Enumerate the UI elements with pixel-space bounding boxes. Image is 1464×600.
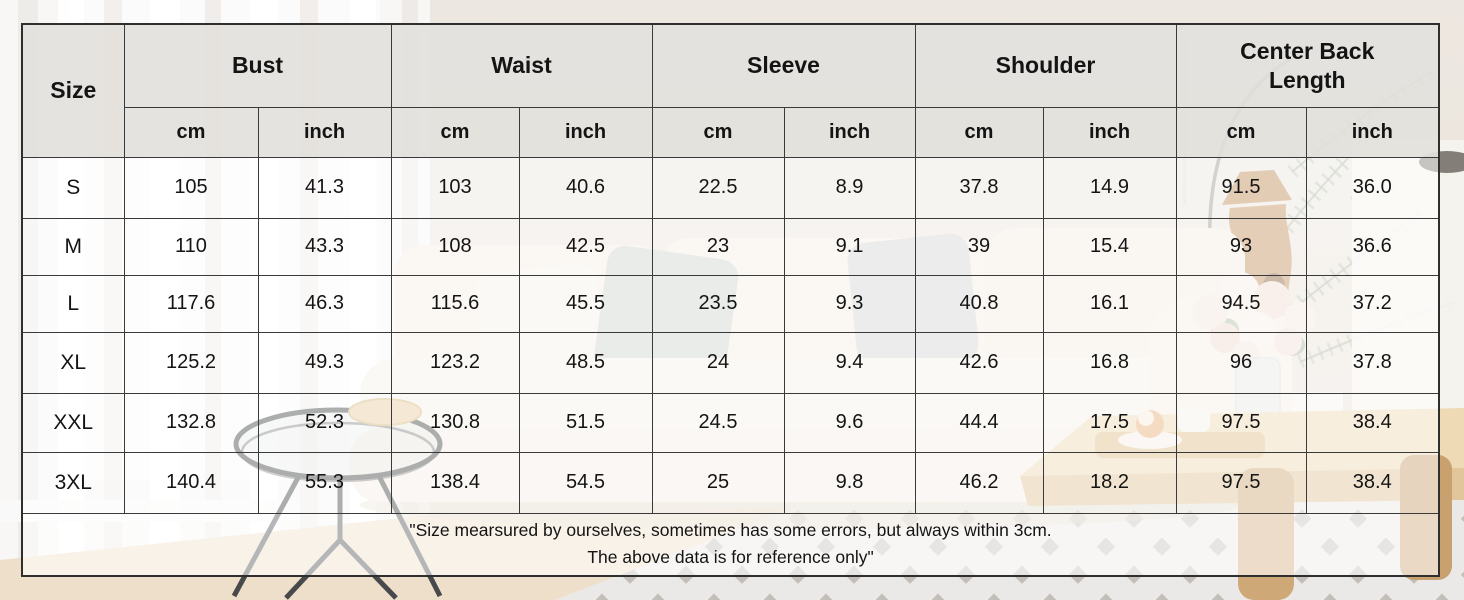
size-cell: M: [21, 217, 125, 276]
size-row-m: M 110 43.3 108 42.5 23 9.1 39 15.4 93 36…: [21, 217, 1440, 276]
size-row-s: S 105 41.3 103 40.6 22.5 8.9 37.8 14.9 9…: [21, 156, 1440, 219]
size-cell: 3XL: [21, 451, 125, 514]
value-cell: 17.5: [1042, 392, 1177, 453]
value-cell: 46.3: [257, 274, 392, 333]
value-cell: 93: [1175, 217, 1307, 276]
value-cell: 44.4: [914, 392, 1044, 453]
group-header-shoulder: Shoulder: [914, 23, 1177, 108]
size-cell: XXL: [21, 392, 125, 453]
value-cell: 110: [123, 217, 259, 276]
value-cell: 9.4: [783, 331, 916, 394]
size-row-xl: XL 125.2 49.3 123.2 48.5 24 9.4 42.6 16.…: [21, 331, 1440, 394]
value-cell: 48.5: [518, 331, 653, 394]
size-cell: S: [21, 156, 125, 219]
value-cell: 41.3: [257, 156, 392, 219]
value-cell: 18.2: [1042, 451, 1177, 514]
value-cell: 22.5: [651, 156, 785, 219]
unit-header-cm: cm: [914, 106, 1044, 158]
value-cell: 9.1: [783, 217, 916, 276]
footnote-line-1: "Size mearsured by ourselves, sometimes …: [409, 520, 1052, 541]
value-cell: 15.4: [1042, 217, 1177, 276]
unit-header-inch: inch: [1042, 106, 1177, 158]
value-cell: 38.4: [1305, 451, 1440, 514]
value-cell: 54.5: [518, 451, 653, 514]
value-cell: 46.2: [914, 451, 1044, 514]
unit-header-cm: cm: [123, 106, 259, 158]
value-cell: 130.8: [390, 392, 520, 453]
value-cell: 55.3: [257, 451, 392, 514]
value-cell: 36.0: [1305, 156, 1440, 219]
value-cell: 16.1: [1042, 274, 1177, 333]
value-cell: 115.6: [390, 274, 520, 333]
value-cell: 9.8: [783, 451, 916, 514]
value-cell: 9.6: [783, 392, 916, 453]
value-cell: 97.5: [1175, 451, 1307, 514]
value-cell: 40.8: [914, 274, 1044, 333]
value-cell: 42.6: [914, 331, 1044, 394]
value-cell: 94.5: [1175, 274, 1307, 333]
value-cell: 42.5: [518, 217, 653, 276]
value-cell: 40.6: [518, 156, 653, 219]
group-header-bust: Bust: [123, 23, 392, 108]
size-row-3xl: 3XL 140.4 55.3 138.4 54.5 25 9.8 46.2 18…: [21, 451, 1440, 514]
size-chart-table: Size Bust Waist Sleeve Shoulder Center B…: [21, 23, 1441, 577]
value-cell: 36.6: [1305, 217, 1440, 276]
value-cell: 125.2: [123, 331, 259, 394]
value-cell: 140.4: [123, 451, 259, 514]
value-cell: 49.3: [257, 331, 392, 394]
value-cell: 24: [651, 331, 785, 394]
value-cell: 97.5: [1175, 392, 1307, 453]
value-cell: 43.3: [257, 217, 392, 276]
value-cell: 24.5: [651, 392, 785, 453]
footnote-row: "Size mearsured by ourselves, sometimes …: [21, 512, 1440, 577]
value-cell: 103: [390, 156, 520, 219]
size-column-header: Size: [21, 23, 125, 158]
value-cell: 37.2: [1305, 274, 1440, 333]
footnote: "Size mearsured by ourselves, sometimes …: [21, 512, 1440, 577]
value-cell: 25: [651, 451, 785, 514]
value-cell: 37.8: [1305, 331, 1440, 394]
group-header-sleeve: Sleeve: [651, 23, 916, 108]
value-cell: 39: [914, 217, 1044, 276]
value-cell: 8.9: [783, 156, 916, 219]
group-header-waist: Waist: [390, 23, 653, 108]
size-row-xxl: XXL 132.8 52.3 130.8 51.5 24.5 9.6 44.4 …: [21, 392, 1440, 453]
footnote-line-2: The above data is for reference only": [587, 547, 874, 568]
size-cell: XL: [21, 331, 125, 394]
value-cell: 117.6: [123, 274, 259, 333]
unit-header-inch: inch: [1305, 106, 1440, 158]
value-cell: 38.4: [1305, 392, 1440, 453]
value-cell: 9.3: [783, 274, 916, 333]
value-cell: 23.5: [651, 274, 785, 333]
value-cell: 96: [1175, 331, 1307, 394]
unit-header-cm: cm: [390, 106, 520, 158]
value-cell: 52.3: [257, 392, 392, 453]
unit-header-inch: inch: [518, 106, 653, 158]
unit-header-inch: inch: [783, 106, 916, 158]
value-cell: 16.8: [1042, 331, 1177, 394]
value-cell: 138.4: [390, 451, 520, 514]
unit-header-cm: cm: [1175, 106, 1307, 158]
value-cell: 123.2: [390, 331, 520, 394]
group-header-row: Size Bust Waist Sleeve Shoulder Center B…: [21, 23, 1440, 158]
value-cell: 132.8: [123, 392, 259, 453]
value-cell: 14.9: [1042, 156, 1177, 219]
value-cell: 108: [390, 217, 520, 276]
unit-header-inch: inch: [257, 106, 392, 158]
unit-header-cm: cm: [651, 106, 785, 158]
value-cell: 45.5: [518, 274, 653, 333]
value-cell: 51.5: [518, 392, 653, 453]
value-cell: 23: [651, 217, 785, 276]
size-cell: L: [21, 274, 125, 333]
value-cell: 91.5: [1175, 156, 1307, 219]
unit-header-row: cm inch cm inch cm inch cm inch cm inch: [22, 106, 1440, 158]
group-header-center-back-length: Center Back Length: [1175, 23, 1440, 108]
size-row-l: L 117.6 46.3 115.6 45.5 23.5 9.3 40.8 16…: [21, 274, 1440, 333]
value-cell: 105: [123, 156, 259, 219]
value-cell: 37.8: [914, 156, 1044, 219]
